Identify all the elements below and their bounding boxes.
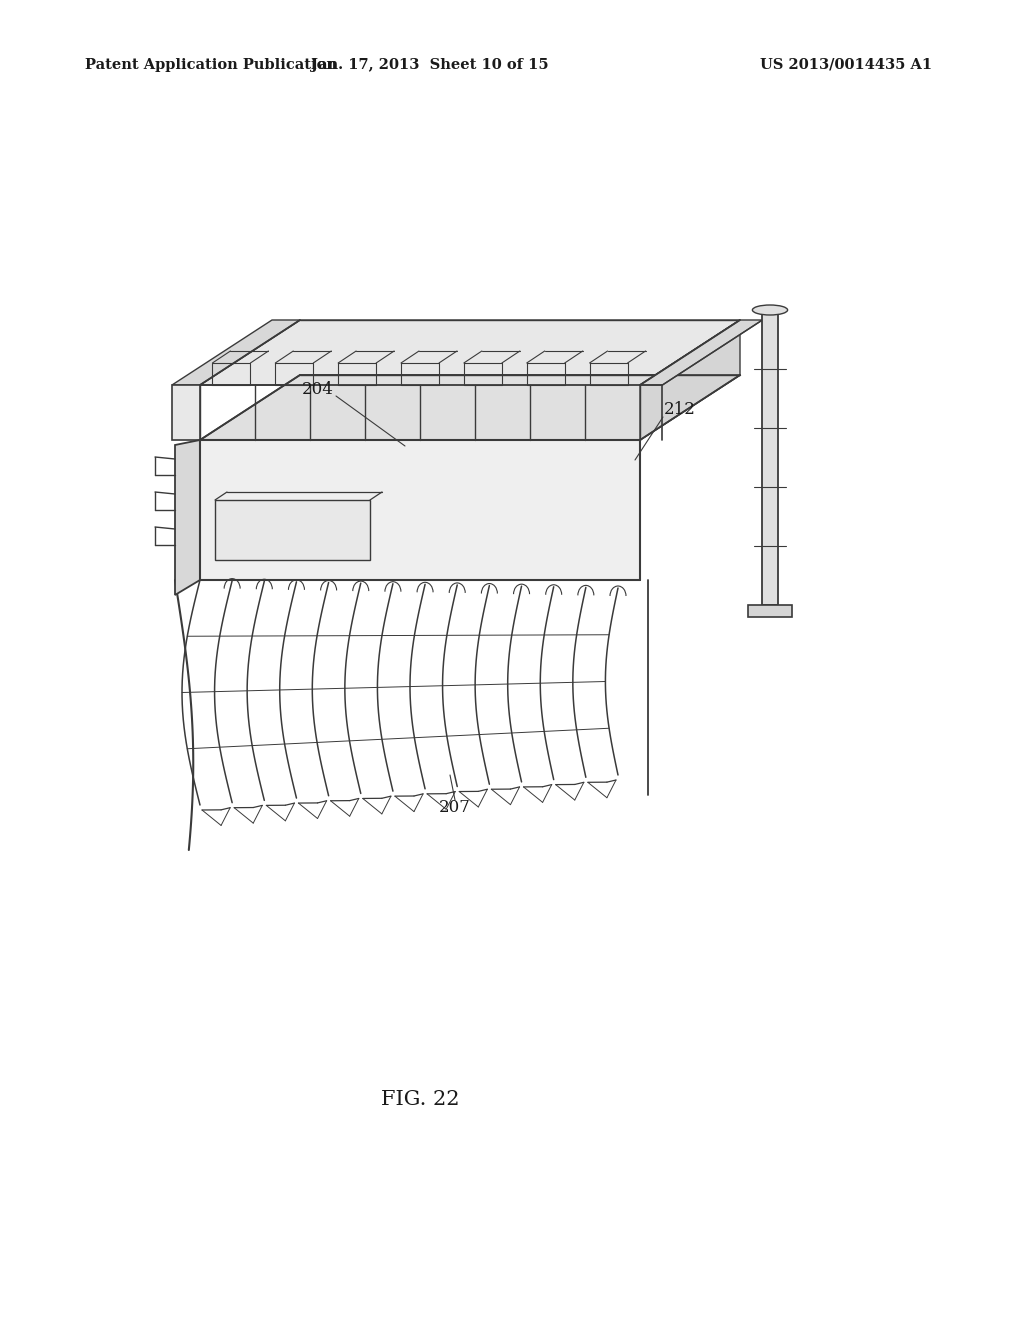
- Text: 204: 204: [302, 381, 334, 399]
- Polygon shape: [748, 605, 792, 616]
- Text: 207: 207: [439, 800, 471, 817]
- Polygon shape: [200, 440, 640, 579]
- Text: US 2013/0014435 A1: US 2013/0014435 A1: [760, 58, 932, 73]
- Text: Jan. 17, 2013  Sheet 10 of 15: Jan. 17, 2013 Sheet 10 of 15: [311, 58, 549, 73]
- Polygon shape: [172, 385, 200, 440]
- Polygon shape: [200, 375, 740, 440]
- Text: FIG. 22: FIG. 22: [381, 1090, 459, 1109]
- Polygon shape: [172, 319, 300, 385]
- Polygon shape: [200, 319, 740, 385]
- Text: 212: 212: [664, 401, 696, 418]
- Polygon shape: [762, 310, 778, 605]
- Polygon shape: [215, 500, 370, 560]
- Polygon shape: [175, 440, 200, 595]
- Text: Patent Application Publication: Patent Application Publication: [85, 58, 337, 73]
- Polygon shape: [640, 319, 763, 385]
- Polygon shape: [640, 319, 740, 440]
- Ellipse shape: [753, 305, 787, 315]
